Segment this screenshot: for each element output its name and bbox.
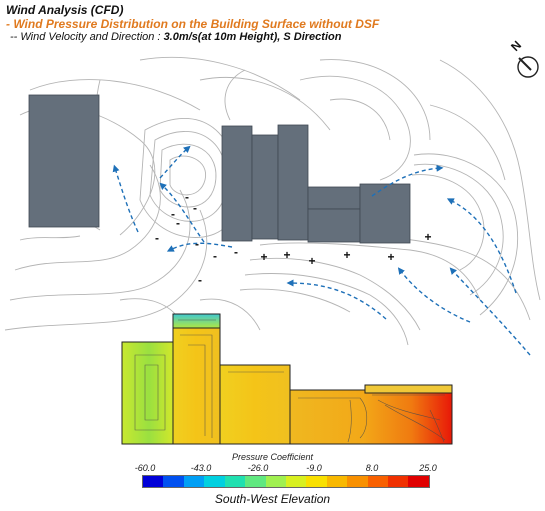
pressure-signs: - - - - - - - - - + + + + + + <box>155 190 432 287</box>
elevation-tower-top <box>172 313 221 329</box>
positive-sign: + <box>343 248 350 262</box>
colorbar-tick: -9.0 <box>306 463 322 473</box>
negative-sign: - <box>213 249 217 263</box>
colorbar-swatch <box>143 476 164 487</box>
wind-arrow <box>166 242 233 252</box>
colorbar-swatch <box>183 476 205 487</box>
elevation-left-block <box>121 341 177 445</box>
negative-sign: - <box>185 190 189 204</box>
negative-sign: - <box>195 237 199 251</box>
colorbar-swatch <box>367 476 389 487</box>
compass-north-label: N <box>508 38 524 54</box>
colorbar-swatch <box>163 476 184 487</box>
pressure-contours <box>4 57 541 346</box>
negative-sign: - <box>171 207 175 221</box>
elevation-caption: South-West Elevation <box>214 492 331 506</box>
negative-sign: - <box>176 216 180 230</box>
north-compass: N <box>508 38 539 78</box>
elevation-pressure-map <box>121 313 453 445</box>
pressure-colorbar <box>142 475 430 488</box>
wind-arrow <box>371 164 444 197</box>
wind-arrow <box>159 145 191 179</box>
colorbar-swatch <box>224 476 246 487</box>
building-east-upper <box>307 186 361 210</box>
elevation-mid-block <box>219 364 291 445</box>
colorbar-swatch <box>245 476 266 487</box>
building-west <box>28 94 100 228</box>
elevation-right-upper <box>364 384 453 394</box>
positive-sign: + <box>424 230 431 244</box>
wind-arrow <box>449 267 531 356</box>
analysis-subtitle: - Wind Pressure Distribution on the Buil… <box>6 17 380 31</box>
negative-sign: - <box>234 245 238 259</box>
colorbar-swatch <box>326 476 348 487</box>
building-center-left <box>221 125 253 242</box>
wind-flow-arrows <box>112 145 531 356</box>
wind-arrow <box>159 182 205 243</box>
building-center-right <box>277 124 309 241</box>
wind-condition: -- Wind Velocity and Direction : 3.0m/s(… <box>10 31 341 43</box>
wind-condition-value: 3.0m/s(at 10m Height), S Direction <box>163 31 342 43</box>
colorbar-tick: -60.0 <box>134 463 156 473</box>
colorbar-swatch <box>347 476 368 487</box>
building-east-lower <box>307 208 361 243</box>
positive-sign: + <box>387 250 394 264</box>
colorbar-title: Pressure Coefficient <box>231 452 314 462</box>
compass-needle-icon <box>518 57 532 71</box>
colorbar-tick: -26.0 <box>247 463 269 473</box>
building-center-mid <box>251 134 279 240</box>
elevation-right-block <box>289 389 453 445</box>
building-plan <box>28 94 411 244</box>
colorbar-swatch <box>408 476 429 487</box>
wind-arrow <box>286 279 387 320</box>
building-east <box>359 183 411 244</box>
positive-sign: + <box>308 254 315 268</box>
positive-sign: + <box>283 248 290 262</box>
colorbar-swatch <box>285 476 307 487</box>
analysis-title: Wind Analysis (CFD) <box>6 3 124 17</box>
negative-sign: - <box>155 231 159 245</box>
elevation-tower <box>172 327 221 445</box>
wind-condition-prefix: -- Wind Velocity and Direction : <box>10 31 164 43</box>
colorbar-tick: 25.0 <box>419 463 437 473</box>
negative-sign: - <box>193 201 197 215</box>
colorbar-tick: 8.0 <box>365 463 379 473</box>
colorbar-swatch <box>306 476 327 487</box>
negative-sign: - <box>198 273 202 287</box>
positive-sign: + <box>260 250 267 264</box>
wind-arrow <box>112 164 139 233</box>
wind-arrow <box>397 267 471 323</box>
colorbar-swatch <box>265 476 286 487</box>
colorbar-swatch <box>204 476 225 487</box>
colorbar-swatch <box>388 476 409 487</box>
colorbar-tick: -43.0 <box>190 463 212 473</box>
wind-arrow <box>446 198 517 294</box>
